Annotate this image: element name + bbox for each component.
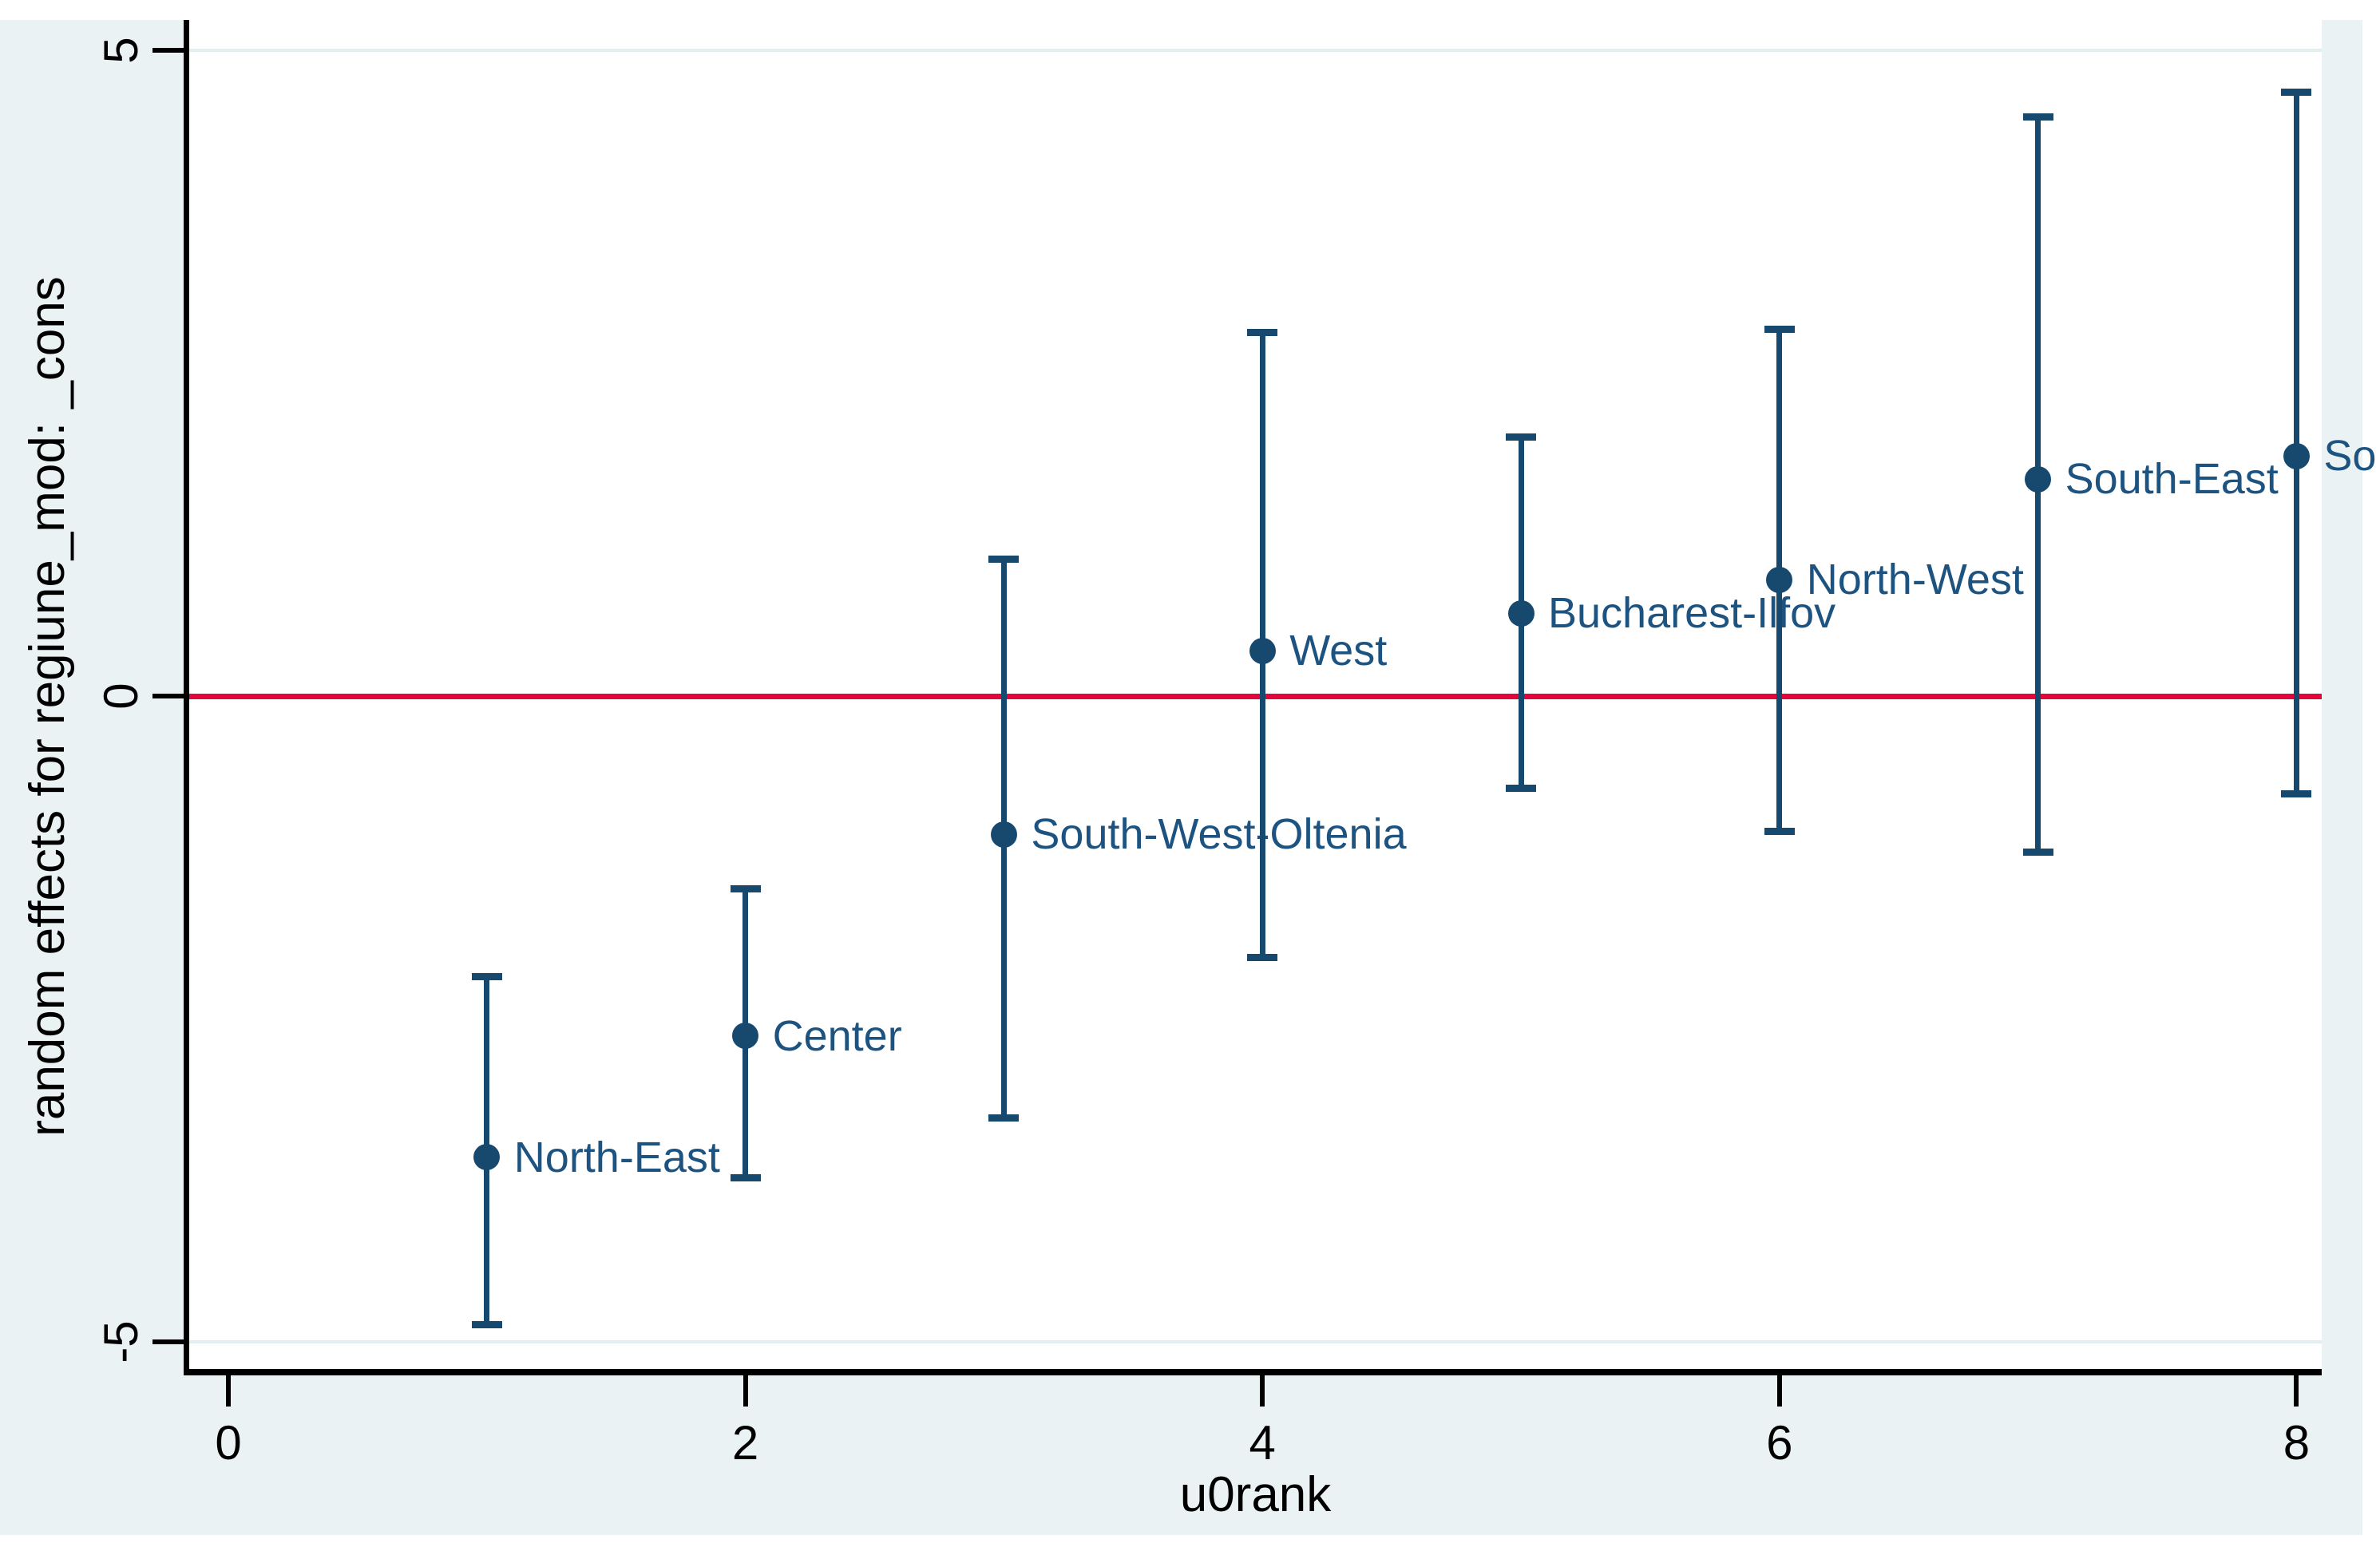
error-bar-cap-top bbox=[2281, 88, 2312, 96]
point-label: North-West bbox=[1806, 556, 2024, 604]
zero-reference-line bbox=[189, 694, 2322, 699]
point-label: South-West-Oltenia bbox=[1031, 810, 1407, 859]
x-tick bbox=[1776, 1375, 1782, 1407]
y-tick-label: 0 bbox=[94, 683, 148, 710]
x-tick-label: 8 bbox=[2283, 1416, 2311, 1470]
point-marker bbox=[1507, 599, 1535, 627]
error-bar-cap-top bbox=[471, 973, 502, 981]
y-axis-line bbox=[184, 20, 189, 1375]
y-tick-label: 5 bbox=[94, 37, 148, 64]
x-axis-title: u0rank bbox=[1179, 1467, 1332, 1522]
x-tick bbox=[2294, 1375, 2299, 1407]
point-label: North-East bbox=[513, 1133, 720, 1181]
error-bar-cap-bottom bbox=[730, 1173, 761, 1181]
y-tick bbox=[152, 1339, 184, 1344]
y-tick bbox=[152, 694, 184, 698]
x-tick-label: 6 bbox=[1766, 1416, 1793, 1470]
error-bar-cap-bottom bbox=[1247, 954, 1278, 962]
error-bar-cap-bottom bbox=[2281, 789, 2312, 797]
error-bar-cap-bottom bbox=[988, 1114, 1020, 1122]
y-tick bbox=[152, 48, 184, 53]
point-label: South-East bbox=[2065, 455, 2279, 504]
error-bar-cap-bottom bbox=[1506, 785, 1536, 793]
point-label: So bbox=[2323, 432, 2377, 481]
point-label: West bbox=[1289, 627, 1388, 675]
x-axis-line bbox=[184, 1369, 2322, 1375]
x-tick-label: 2 bbox=[731, 1416, 759, 1470]
point-label: Center bbox=[772, 1011, 902, 1060]
x-tick-label: 0 bbox=[215, 1416, 242, 1470]
x-tick-label: 4 bbox=[1249, 1416, 1276, 1470]
error-bar-cap-top bbox=[730, 885, 761, 893]
x-tick bbox=[226, 1375, 231, 1407]
point-marker bbox=[473, 1144, 501, 1171]
error-bar-cap-bottom bbox=[2022, 848, 2053, 856]
error-bar-cap-bottom bbox=[1764, 827, 1795, 835]
y-axis-title: random effects for regiune_mod: _cons bbox=[20, 276, 75, 1137]
error-bar-cap-top bbox=[1247, 328, 1278, 336]
point-marker bbox=[2283, 442, 2310, 469]
x-tick bbox=[743, 1375, 748, 1407]
point-marker bbox=[2025, 465, 2052, 493]
error-bar-cap-top bbox=[1764, 326, 1795, 334]
y-gridline bbox=[189, 1340, 2322, 1343]
point-marker bbox=[990, 821, 1017, 848]
error-bar-cap-top bbox=[988, 556, 1020, 564]
point-marker bbox=[1249, 637, 1276, 664]
y-tick-label: -5 bbox=[94, 1320, 148, 1363]
point-label: Bucharest-Ilfov bbox=[1548, 589, 1836, 638]
error-bar-cap-top bbox=[1506, 433, 1536, 441]
error-bar-cap-top bbox=[2022, 113, 2053, 121]
x-tick bbox=[1260, 1375, 1265, 1407]
point-marker bbox=[1766, 566, 1793, 593]
point-marker bbox=[732, 1023, 759, 1050]
y-gridline bbox=[189, 49, 2322, 52]
error-bar-cap-bottom bbox=[471, 1320, 502, 1328]
